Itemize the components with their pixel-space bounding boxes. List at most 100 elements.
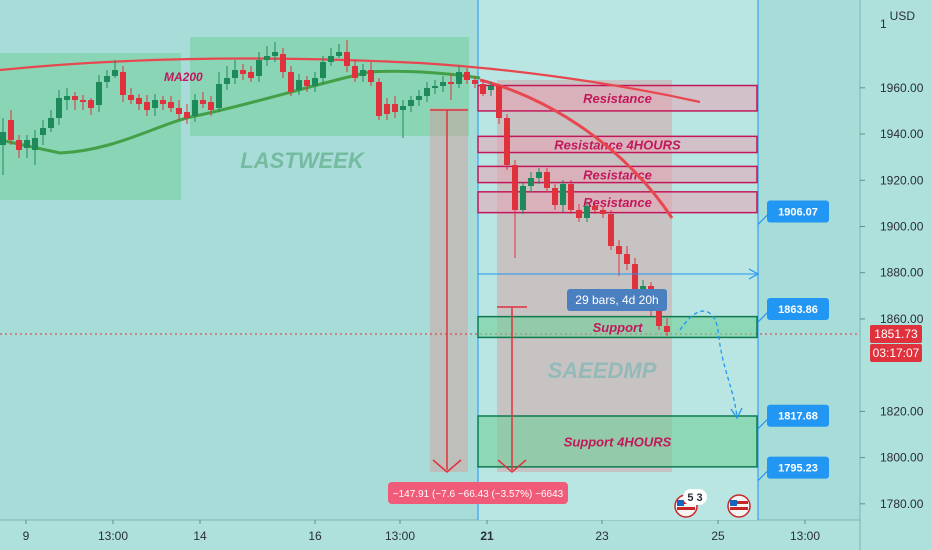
candle-body	[568, 184, 574, 210]
candle-body	[408, 100, 414, 106]
candle-body	[24, 140, 30, 148]
time-tick-label: 13:00	[98, 529, 128, 543]
candle-body	[416, 96, 422, 100]
candle-body	[56, 98, 62, 118]
measure-tooltip-text: 29 bars, 4d 20h	[575, 293, 658, 307]
candle-body	[576, 210, 582, 218]
candle-body	[128, 95, 134, 100]
candle-body	[632, 264, 638, 300]
lastweek-zone-right[interactable]	[190, 37, 469, 136]
projected-path	[679, 310, 738, 418]
candle-body	[40, 128, 46, 135]
support-zone-label: Support	[593, 320, 643, 335]
lastweek-zone-left[interactable]	[0, 53, 181, 200]
countdown-value: 03:17:07	[873, 346, 920, 360]
price-axis-panel[interactable]	[860, 0, 932, 550]
price-tick-label: 1820.00	[880, 404, 924, 418]
candle-body	[184, 112, 190, 118]
watermark: SAEEDMP	[548, 358, 657, 383]
drop-arrow-1-head	[432, 459, 462, 473]
candle-body	[192, 100, 198, 116]
target-line-head	[748, 268, 760, 280]
support-zone-label: Support 4HOURS	[564, 434, 672, 449]
candle-body	[376, 82, 382, 116]
candle-body	[624, 254, 630, 264]
price-tag-pointer	[757, 470, 769, 482]
resistance-zone-label: Resistance	[583, 91, 652, 106]
price-tag-label: 1863.86	[778, 304, 818, 316]
candle-body	[288, 72, 294, 92]
candle-body	[424, 88, 430, 96]
time-tick-label: 21	[480, 529, 494, 543]
time-axis-panel[interactable]	[0, 520, 860, 550]
time-tick-label: 13:00	[790, 529, 820, 543]
candle-body	[80, 100, 86, 102]
candle-body	[584, 206, 590, 218]
event-count: 5 3	[687, 492, 702, 504]
support-zone[interactable]	[477, 415, 758, 468]
candle-body	[224, 78, 230, 84]
time-tick-label: 16	[308, 529, 322, 543]
candle-body	[72, 96, 78, 100]
projected-path-head	[730, 407, 743, 420]
price-axis[interactable]: 1960.00 1940.00 1920.00 1900.00 1880.00 1860.…	[860, 81, 924, 511]
candle-body	[496, 86, 502, 118]
resistance-zone[interactable]	[477, 84, 758, 112]
time-tick-label: 14	[193, 529, 207, 543]
price-axis-top-tick: 1	[880, 17, 887, 31]
candle-body	[272, 52, 278, 56]
time-axis[interactable]: 9 13:00 14 16 13:00 21 23 25 13:00	[23, 520, 821, 543]
price-tick-label: 1780.00	[880, 497, 924, 511]
candle-body	[96, 82, 102, 105]
price-axis-unit: USD	[890, 9, 916, 23]
zone-label-lastweek: LASTWEEK	[240, 148, 366, 173]
candle-body	[448, 82, 454, 84]
price-tag-label: 1906.07	[778, 206, 818, 218]
candle-body	[456, 72, 462, 84]
candle-body	[328, 56, 334, 62]
candle-body	[64, 96, 70, 100]
candle-body	[352, 66, 358, 78]
resistance-zone-label: Resistance	[583, 195, 652, 210]
candle-body	[392, 104, 398, 112]
ma-line-red	[0, 57, 701, 104]
price-tick-label: 1920.00	[880, 173, 924, 187]
candle-body	[8, 120, 14, 140]
countdown-badge	[870, 344, 922, 362]
candle-body	[264, 56, 270, 60]
candle-body	[384, 104, 390, 114]
candle-body	[48, 118, 54, 128]
drop-arrow-2-head	[497, 459, 527, 473]
time-tick-label: 9	[23, 529, 30, 543]
candle-body	[152, 100, 158, 108]
candle-body	[280, 54, 286, 72]
resistance-zone[interactable]	[477, 191, 758, 214]
price-tag	[767, 456, 829, 479]
support-zone[interactable]	[477, 315, 758, 339]
candle-body	[32, 138, 38, 150]
candle-body	[112, 70, 118, 76]
price-tag-pointer	[757, 418, 769, 430]
candle-body	[504, 118, 510, 165]
ma200-line	[0, 69, 481, 155]
candle-body	[120, 72, 126, 95]
candle-body	[544, 172, 550, 188]
candle-body	[144, 102, 150, 110]
resistance-zone[interactable]	[477, 135, 758, 154]
price-tick-label: 1960.00	[880, 81, 924, 95]
price-tick-label: 1800.00	[880, 451, 924, 465]
candle-body	[136, 98, 142, 104]
price-tick-label: 1860.00	[880, 312, 924, 326]
event-count-badge	[683, 489, 707, 505]
candle-body	[432, 86, 438, 88]
candle-body	[656, 310, 662, 326]
candle-body	[168, 102, 174, 108]
candles-layer	[0, 40, 670, 336]
candle-body	[536, 172, 542, 178]
candle-body	[312, 78, 318, 86]
event-flag-icon-2[interactable]	[727, 494, 751, 518]
time-tick-label: 13:00	[385, 529, 415, 543]
